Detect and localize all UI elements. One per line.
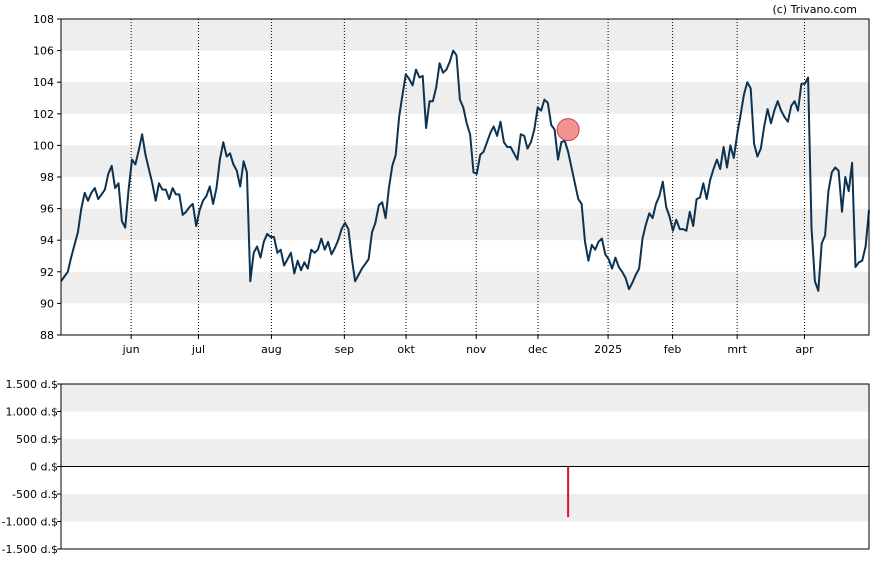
volume-band <box>61 494 869 522</box>
volume-y-tick-label: 500 d.$ <box>16 433 58 446</box>
price-band <box>61 145 869 177</box>
price-y-axis-ticks: 108 106 104 102 100 98 96 94 92 90 88 <box>33 13 61 342</box>
x-tick-label: aug <box>261 343 282 356</box>
y-tick-label: 100 <box>33 139 54 152</box>
y-tick-label: 104 <box>33 76 54 89</box>
y-tick-label: 108 <box>33 13 54 26</box>
x-tick-label: mrt <box>727 343 747 356</box>
volume-y-tick-label: 1.500 d.$ <box>6 378 58 391</box>
volume-y-tick-label: 1.000 d.$ <box>6 406 58 419</box>
x-tick-label: dec <box>528 343 548 356</box>
volume-y-tick-label: -1.000 d.$ <box>2 516 58 529</box>
copyright-label: (c) Trivano.com <box>772 3 857 16</box>
price-background-bands <box>61 19 869 304</box>
x-tick-label: 2025 <box>594 343 622 356</box>
volume-y-tick-label: 0 d.$ <box>30 461 58 474</box>
x-tick-label: jul <box>191 343 205 356</box>
volume-chart-panel: 1.500 d.$ 1.000 d.$ 500 d.$ 0 d.$ -500 d.$ -1… <box>2 378 870 556</box>
volume-band <box>61 439 869 467</box>
y-tick-label: 90 <box>40 297 54 310</box>
volume-y-tick-label: -500 d.$ <box>12 488 58 501</box>
x-tick-label: okt <box>397 343 415 356</box>
price-line <box>60 49 870 292</box>
y-tick-label: 102 <box>33 108 54 121</box>
volume-y-axis-ticks: 1.500 d.$ 1.000 d.$ 500 d.$ 0 d.$ -500 d.$ -1… <box>2 378 61 556</box>
y-tick-label: 106 <box>33 45 54 58</box>
y-tick-label: 96 <box>40 203 54 216</box>
price-band <box>61 271 869 304</box>
volume-y-tick-label: -1.500 d.$ <box>2 543 58 556</box>
y-tick-label: 94 <box>40 234 54 247</box>
y-tick-label: 92 <box>40 266 54 279</box>
y-tick-label: 98 <box>40 171 54 184</box>
price-band <box>61 82 869 114</box>
price-band <box>61 19 869 51</box>
volume-band <box>61 384 869 412</box>
volume-background-bands <box>61 384 869 522</box>
x-tick-label: sep <box>335 343 354 356</box>
x-tick-label: feb <box>664 343 682 356</box>
x-tick-label: apr <box>795 343 814 356</box>
y-tick-label: 88 <box>40 329 54 342</box>
price-x-axis-ticks: jun jul aug sep okt nov dec 2025 feb mrt apr <box>122 335 814 356</box>
event-marker <box>556 118 580 142</box>
price-chart-panel: 108 106 104 102 100 98 96 94 92 90 88 jun jul aug sep… <box>33 13 870 356</box>
x-tick-label: nov <box>466 343 487 356</box>
x-tick-label: jun <box>122 343 140 356</box>
